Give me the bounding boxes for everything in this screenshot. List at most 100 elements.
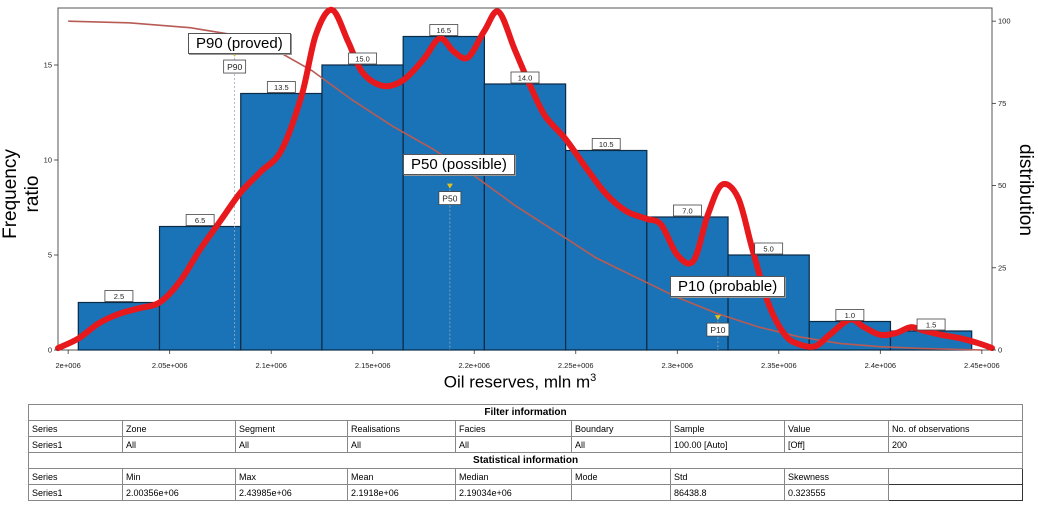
marker-label-box — [438, 191, 462, 205]
filter-value-cell: All — [455, 436, 572, 453]
bar-label-box — [916, 318, 946, 331]
filter-value-cell: [Off] — [784, 436, 889, 453]
x-tick-label: 2.2e+006 — [458, 361, 490, 370]
stats-header-cell: Mode — [571, 468, 671, 485]
left-y-axis-ticks: 0 5 10 15 — [44, 61, 58, 355]
x-tick-label: 2.05e+006 — [152, 361, 188, 370]
filter-header-cell: Value — [784, 420, 889, 437]
stats-value-cell: 0.323555 — [784, 484, 889, 501]
p50-callout: P50 (possible) — [403, 154, 515, 175]
bar-label-box — [591, 138, 621, 150]
histogram-bar — [565, 149, 648, 351]
bar-value-label: 7.0 — [682, 207, 692, 216]
bar-value-label: 5.0 — [763, 245, 773, 254]
bar-value-labels: 2.5 6.5 13.5 15.0 16.5 14.0 10.5 7.0 5.0 1.0 1.5 — [104, 24, 946, 331]
stats-value-cell: 86438.8 — [670, 484, 785, 501]
x-tick-label: 2e+006 — [56, 361, 81, 370]
histogram-bars — [77, 35, 973, 351]
x-axis-ticks: 2e+006 2.05e+006 2.1e+006 2.15e+006 2.2e+006… — [56, 350, 1000, 370]
bar-label-box — [754, 242, 784, 255]
x-tick-label: 2.4e+006 — [865, 361, 897, 370]
bar-label-box — [835, 309, 865, 321]
bar-value-label: 6.5 — [195, 216, 205, 225]
y-right-tick-label: 0 — [998, 346, 1002, 355]
y-right-tick-label: 75 — [998, 99, 1006, 108]
y-left-tick-label: 10 — [44, 156, 52, 165]
x-tick-label: 2.1e+006 — [255, 361, 287, 370]
filter-value-cell: 100.00 [Auto] — [670, 436, 785, 453]
filter-header-cell: Facies — [455, 420, 572, 437]
stats-header-cell: Skewness — [784, 468, 889, 485]
bar-label-box — [266, 81, 296, 93]
y-right-tick-label: 25 — [998, 263, 1006, 272]
y-axis-label-left: Frequency ratio — [0, 149, 43, 239]
marker-label-box — [706, 322, 730, 337]
stats-header-cell: Std — [670, 468, 785, 485]
percentile-markers: P90 P50 P10 — [223, 52, 730, 350]
stats-value-cell: 2.1918e+06 — [347, 484, 456, 501]
histogram-chart: P90 P50 P10 2.5 6.5 13.5 15.0 16.5 14.0 10.5 7.0 5… — [44, 6, 1011, 370]
filter-header-cell: Sample — [670, 420, 785, 437]
marker-label-box — [223, 59, 247, 74]
filter-info-table: Filter information Series Zone Segment Real… — [27, 404, 1024, 501]
bar-value-label: 1.0 — [845, 311, 855, 320]
x-axis-label-text: Oil reserves, mln m — [443, 372, 591, 392]
filter-value-cell: All — [347, 436, 456, 453]
marker-arrow — [714, 315, 721, 321]
filter-header-cell: Series — [28, 420, 123, 437]
stats-value-cell — [887, 484, 1024, 501]
bar-value-label: 15.0 — [355, 55, 370, 64]
x-axis-label-superscript: 3 — [590, 372, 597, 384]
right-y-axis-ticks: 0 25 50 75 100 — [992, 17, 1011, 355]
x-tick-label: 2.25e+006 — [558, 361, 594, 370]
stats-header-cell — [887, 468, 1024, 485]
stats-value-cell: 2.43985e+06 — [235, 484, 348, 501]
y-left-tick-label: 15 — [44, 61, 52, 70]
stats-value-cell: 2.19034e+06 — [455, 484, 572, 501]
stats-header-cell: Median — [455, 468, 572, 485]
x-tick-label: 2.3e+006 — [662, 361, 694, 370]
marker-label: P10 — [710, 325, 725, 335]
bar-label-box — [673, 204, 702, 217]
filter-header-row: Series Zone Segment Realisations Facies Bound… — [28, 420, 1024, 437]
stats-value-cell — [571, 484, 671, 501]
bar-label-box — [429, 24, 459, 36]
filter-header-cell: Boundary — [571, 420, 671, 437]
bar-label-box — [185, 214, 215, 226]
stats-value-cell: 2.00356e+06 — [122, 484, 236, 501]
y-right-tick-label: 100 — [998, 17, 1011, 26]
bar-label-box — [104, 290, 134, 302]
stats-value-cell: Series1 — [28, 484, 123, 501]
x-tick-label: 2.45e+006 — [964, 361, 1000, 370]
p90-callout: P90 (proved) — [188, 33, 291, 54]
bar-value-label: 16.5 — [436, 26, 451, 35]
filter-value-cell: 200 — [887, 436, 1024, 453]
filter-header-cell: No. of observations — [887, 420, 1024, 437]
bar-label-box — [348, 52, 377, 65]
filter-header-cell: Realisations — [347, 420, 456, 437]
x-tick-label: 2.35e+006 — [761, 361, 797, 370]
filter-header-cell: Zone — [122, 420, 236, 437]
bar-value-label: 2.5 — [114, 292, 124, 301]
filter-header-cell: Segment — [235, 420, 348, 437]
y-axis-label-right: Cumulative distribution — [1015, 142, 1038, 237]
histogram-bar — [240, 92, 323, 351]
x-tick-label: 2.15e+006 — [355, 361, 391, 370]
p10-callout: P10 (probable) — [670, 276, 786, 297]
bar-value-label: 14.0 — [518, 74, 533, 83]
bar-value-label: 10.5 — [599, 140, 614, 149]
filter-value-cell: All — [235, 436, 348, 453]
bar-value-label: 1.5 — [926, 321, 936, 330]
stats-info-title: Statistical information — [27, 452, 1024, 469]
stats-header-cell: Series — [28, 468, 123, 485]
stats-header-cell: Min — [122, 468, 236, 485]
filter-value-cell: All — [571, 436, 671, 453]
marker-label: P90 — [227, 62, 242, 72]
bar-value-label: 13.5 — [274, 83, 289, 92]
stats-header-row: Series Min Max Mean Median Mode Std Skewness — [28, 468, 1024, 485]
y-right-tick-label: 50 — [998, 181, 1006, 190]
stats-data-row: Series1 2.00356e+06 2.43985e+06 2.1918e+06 2… — [28, 484, 1024, 501]
filter-data-row: Series1 All All All All All 100.00 [Auto] [Off]… — [28, 436, 1024, 453]
marker-arrow — [446, 183, 453, 189]
stats-header-cell: Max — [235, 468, 348, 485]
